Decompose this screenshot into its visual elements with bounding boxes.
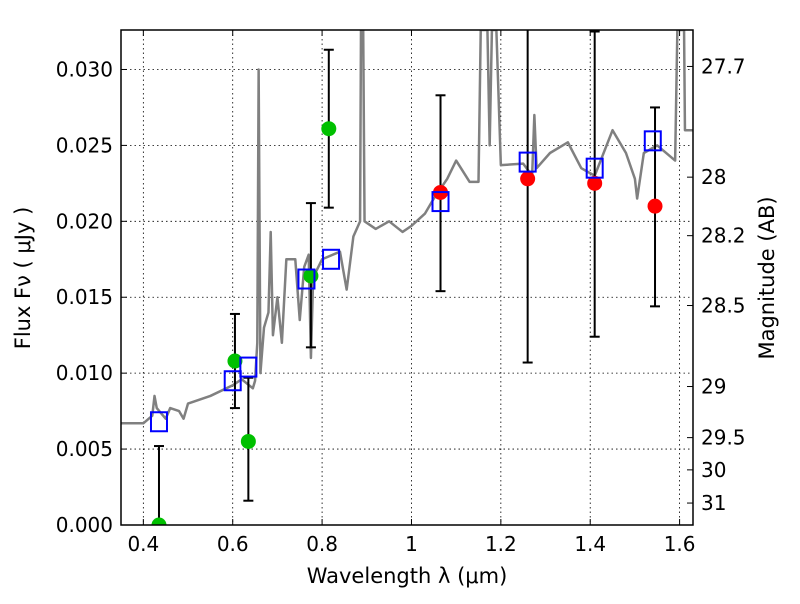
right-axis-label: Magnitude (AB) [755, 196, 779, 359]
band-flux-square [223, 370, 242, 392]
band-flux-square [585, 157, 604, 179]
band-flux-square [239, 356, 258, 378]
y-tick-label: 0.005 [56, 437, 113, 461]
y-axis-label: Flux Fν ( μJy ) [11, 207, 35, 350]
x-axis-label: Wavelength λ (μm) [307, 564, 508, 588]
band-flux-square [297, 268, 316, 290]
x-tick-label: 1.4 [574, 532, 606, 556]
right-tick-label: 28 [701, 165, 726, 189]
right-tick-label: 30 [701, 458, 726, 482]
y-tick-label: 0.030 [56, 57, 113, 81]
band-flux-square [518, 151, 537, 173]
band-flux-square [149, 411, 168, 433]
data-point [303, 268, 319, 284]
right-tick-label: 31 [701, 491, 726, 515]
right-tick-label: 28.2 [701, 224, 746, 248]
plot-frame [120, 29, 694, 526]
band-flux-square [322, 248, 341, 270]
band-flux-square [643, 130, 662, 152]
data-point [321, 121, 337, 137]
right-tick-label: 28.5 [701, 294, 746, 318]
y-tick-label: 0.010 [56, 361, 113, 385]
y-tick-label: 0.015 [56, 285, 113, 309]
axis-ticks: 0.4 0.6 0.8 1 1.2 1.4 1.6 0.000 0.005 0.010 0.015 0… [56, 30, 746, 556]
data-point [647, 198, 663, 214]
data-point [520, 171, 536, 187]
data-point [227, 353, 243, 369]
x-tick-label: 1.6 [664, 532, 696, 556]
x-tick-label: 1 [405, 532, 418, 556]
data-point [587, 175, 603, 191]
x-tick-label: 0.6 [217, 532, 249, 556]
data-point [151, 517, 167, 525]
grid [121, 30, 693, 526]
x-tick-label: 1.2 [485, 532, 517, 556]
x-tick-label: 0.8 [306, 532, 338, 556]
x-tick-label: 0.4 [127, 532, 159, 556]
band-flux-square [431, 191, 450, 213]
data-point [240, 433, 256, 449]
right-tick-label: 29.5 [701, 426, 746, 450]
y-tick-label: 0.000 [56, 513, 113, 537]
y-tick-label: 0.020 [56, 209, 113, 233]
y-tick-label: 0.025 [56, 133, 113, 157]
right-tick-label: 27.7 [701, 54, 746, 78]
right-tick-label: 29 [701, 375, 726, 399]
spectrum-line [121, 30, 693, 425]
plot-area [121, 30, 693, 525]
